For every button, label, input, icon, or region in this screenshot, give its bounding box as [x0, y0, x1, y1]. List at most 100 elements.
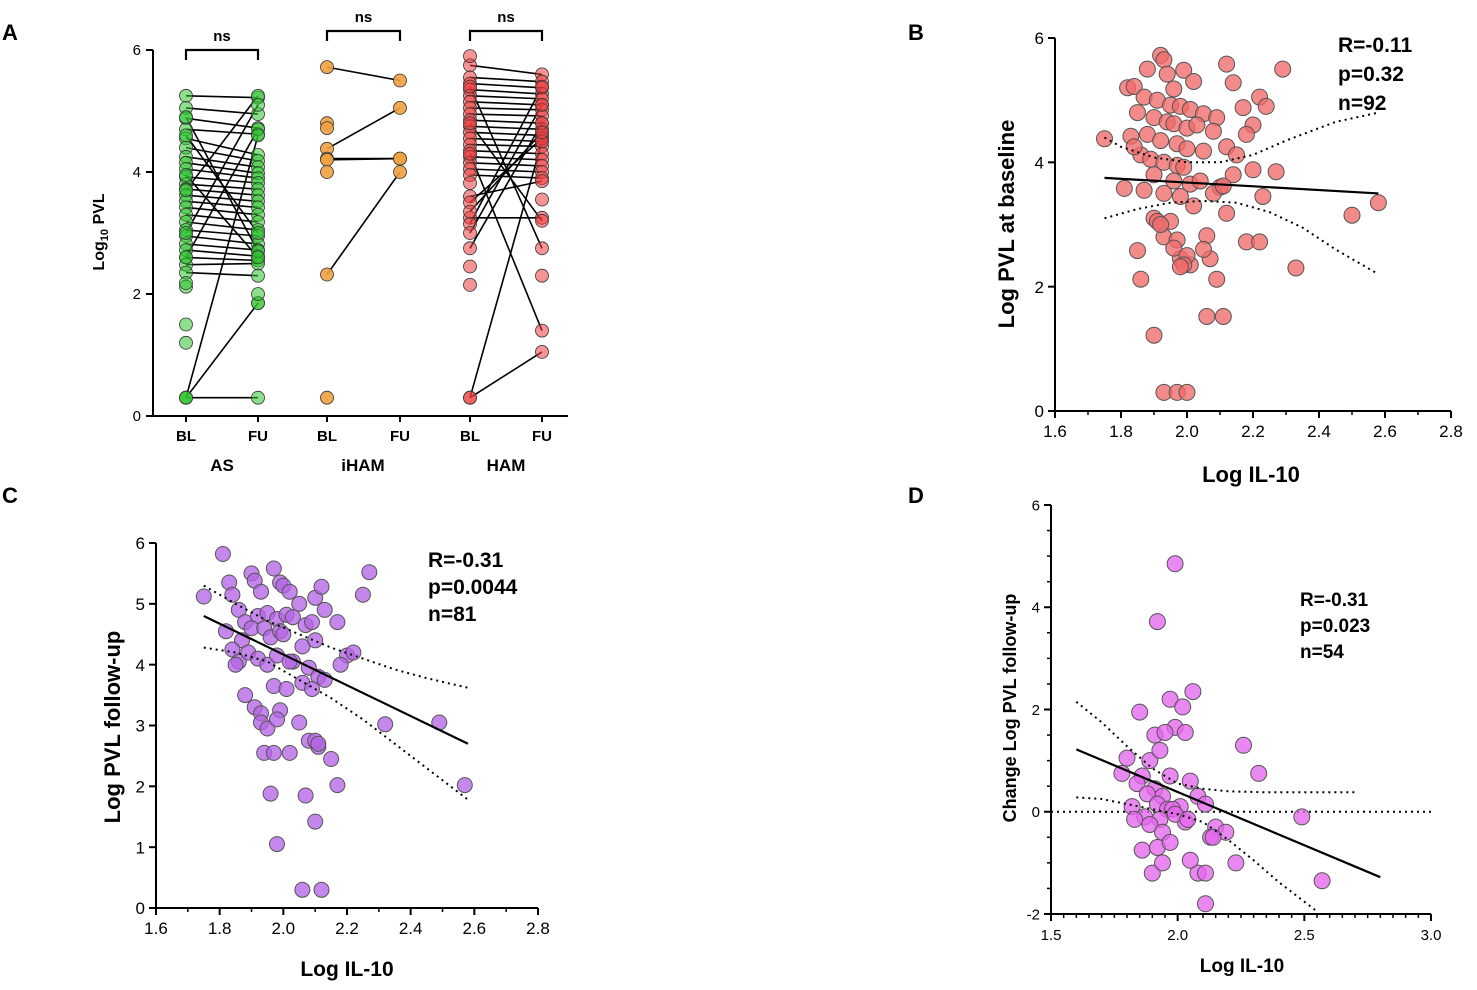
panel-b-point [1175, 61, 1193, 79]
panel-b-point [1224, 166, 1242, 184]
panel-c-point [332, 656, 349, 673]
panel-b-point [1234, 99, 1252, 117]
panel-b-point [1171, 188, 1189, 205]
panel-b-marks [1096, 46, 1387, 401]
panel-b-point [1185, 73, 1203, 90]
panel-d-point [1161, 767, 1179, 785]
panel-b-fit-line [1104, 176, 1379, 195]
panel-a-pair-line [469, 131, 543, 137]
panel-c-point [214, 546, 231, 562]
panel-c-point [307, 813, 324, 830]
panel-b-x-tick-label: 1.6 [1043, 422, 1067, 441]
panel-b-point [1204, 122, 1222, 140]
panel-c-point [284, 609, 301, 626]
panel-a-pair-line [185, 156, 259, 168]
panel-c-point [316, 601, 333, 618]
panel-b-point [1158, 65, 1176, 83]
panel-b-point [1155, 51, 1173, 69]
panel-a-pair-line [185, 137, 259, 156]
panel-b-point [1178, 140, 1196, 158]
panel-c-point [310, 735, 327, 752]
panel-a-sig-label: ns [497, 9, 515, 26]
panel-b-point [1138, 60, 1156, 78]
panel-b-point [1267, 163, 1285, 181]
panel-b-point [1171, 258, 1189, 276]
panel-a-bl-point [320, 152, 334, 167]
panel-a-y-tick-label: 2 [133, 286, 141, 303]
panel-a-fu-point [535, 174, 549, 189]
panel-label-b: B [908, 20, 924, 45]
panel-a-fu-point [393, 73, 407, 88]
panel-a-pair-line [469, 76, 543, 83]
panel-c-x-tick-label: 1.6 [144, 919, 168, 938]
panel-a-pair-line [469, 162, 543, 167]
panel-a-fu-point [251, 226, 265, 240]
panel-a-pair-line [185, 135, 259, 398]
panel-a-pair-line [326, 171, 401, 275]
panel-a-fu-point [251, 128, 265, 143]
panel-d-y-tick-label: -2 [1027, 906, 1040, 923]
panel-b-point [1165, 80, 1183, 98]
panel-c-x-axis-label: Log IL-10 [300, 958, 393, 981]
panel-c-point [278, 681, 295, 697]
panel-c-marks [195, 546, 473, 898]
panel-b-point [1125, 78, 1143, 95]
panel-a-pair-line [326, 66, 401, 82]
panel-d-stat-p: p=0.023 [1300, 616, 1370, 637]
panel-a-bl-point [463, 277, 477, 292]
panel-d-point [1313, 872, 1331, 890]
panel-a-bl-point [463, 116, 477, 131]
panel-b-point [1195, 142, 1212, 160]
panel-d-x-tick-label: 1.5 [1041, 927, 1062, 944]
panel-d-point [1154, 854, 1171, 872]
panel-a-pair-line [469, 141, 543, 398]
panel-a-bl-point [179, 390, 193, 405]
panel-a-bl-point [179, 183, 193, 198]
panel-c-x-tick-label: 2.0 [272, 919, 296, 938]
panel-c-y-tick-label: 6 [136, 534, 145, 553]
panel-a-pair-line [469, 113, 543, 117]
panel-a-group-label: HAM [487, 456, 526, 475]
panel-a-bl-point [179, 88, 193, 103]
panel-c-point [195, 588, 212, 605]
panel-b-y-axis-label: Log PVL at baseline [994, 120, 1019, 329]
panel-a-sig-bracket [184, 48, 260, 60]
panel-b-y-tick-label: 6 [1035, 29, 1044, 48]
panel-a-fu-point [251, 268, 265, 283]
panel-a-pair-line [185, 302, 259, 399]
panel-c-point [304, 614, 320, 631]
panel-b-stat-p: p=0.32 [1338, 63, 1404, 86]
panel-a-fu-point [535, 79, 549, 94]
panel-b-x-axis-label: Log IL-10 [1202, 462, 1300, 487]
panel-b-point [1132, 270, 1150, 288]
panel-c-y-tick-label: 4 [136, 656, 145, 675]
panel-b-point [1343, 206, 1361, 224]
panel-c-axes: 1.6 1.8 2.0 2.2 2.4 2.6 2.8 0 1 2 3 4 5 6 [136, 534, 550, 938]
panel-a-bl-point [179, 335, 193, 350]
panel-a-fu-point [251, 390, 265, 405]
panel-a-fu-point [535, 125, 549, 140]
panel-a-sig-bracket [325, 29, 402, 41]
panel-a-bl-point [463, 49, 477, 63]
panel-a-x-tick-label: FU [248, 428, 268, 445]
panel-a-pair-line [326, 107, 401, 150]
panel-a-pair-line [469, 64, 543, 76]
panel-a-pair-line [185, 104, 259, 234]
panel-b-point [1165, 239, 1183, 257]
panel-c-point [297, 787, 314, 804]
panel-a-pair-line [185, 221, 259, 231]
panel-b-point [1218, 204, 1236, 222]
panel-d-point [1161, 690, 1179, 708]
panel-c-stat-r: R=-0.31 [428, 549, 504, 572]
panel-c-point [456, 777, 473, 794]
panel-c-point [313, 578, 330, 595]
panel-a-pair-line [469, 86, 543, 225]
panel-a-sig-label: ns [213, 28, 231, 45]
panel-c-x-tick-label: 2.8 [526, 919, 550, 938]
panel-label-d: D [908, 483, 924, 508]
panel-a-pair-line [469, 88, 543, 95]
panel-c-y-tick-label: 0 [136, 899, 145, 918]
panel-a-pair-line [185, 200, 259, 209]
panel-c-point [361, 564, 378, 581]
